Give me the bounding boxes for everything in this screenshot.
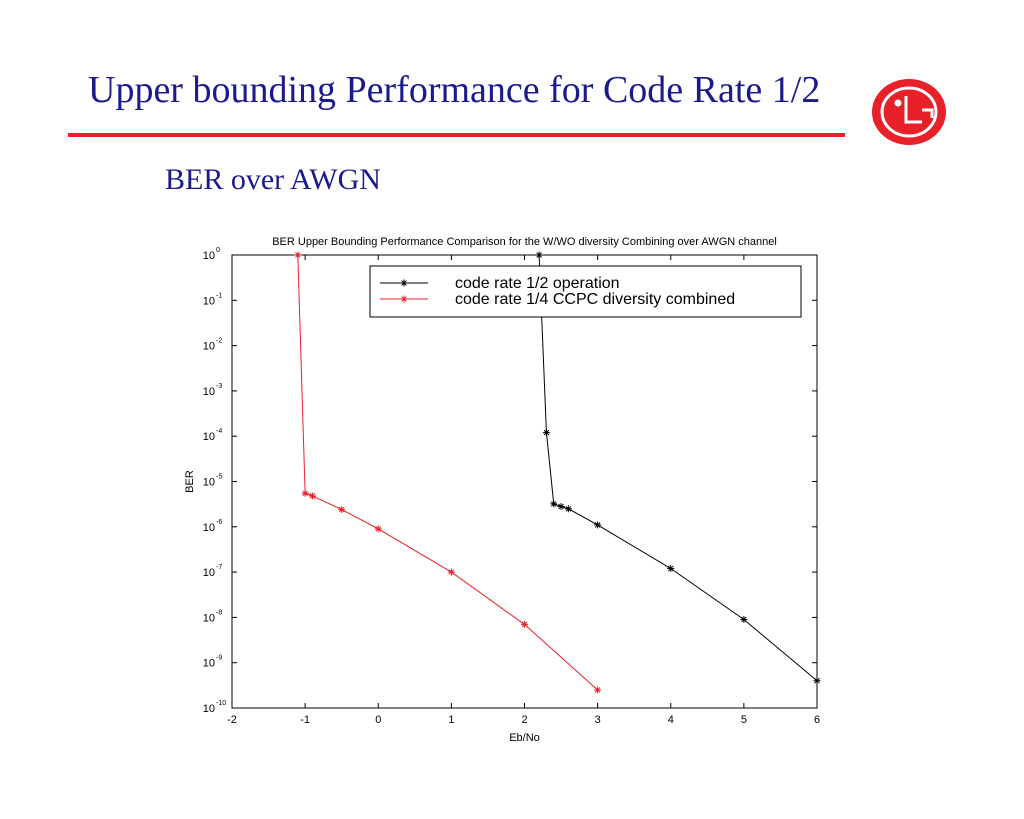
x-axis-label: Eb/No	[509, 732, 540, 744]
slide-title: Upper bounding Performance for Code Rate…	[88, 69, 821, 111]
x-tick-label: -2	[227, 714, 237, 726]
y-tick-label: 10 -8	[203, 609, 223, 624]
y-tick-base: 10	[203, 431, 215, 443]
y-tick-base: 10	[203, 341, 215, 353]
y-tick-label: 10 -3	[203, 383, 223, 398]
x-tick-label: 5	[741, 714, 747, 726]
data-point	[338, 506, 346, 514]
y-tick-exponent: -6	[216, 519, 222, 526]
y-tick-label: 10 -5	[203, 474, 223, 489]
legend-marker	[400, 295, 408, 303]
data-point	[308, 492, 316, 500]
data-point	[301, 489, 309, 497]
y-tick-label: 10 0	[203, 247, 220, 262]
x-tick-label: -1	[300, 714, 310, 726]
data-point	[542, 429, 550, 437]
legend-label: code rate 1/4 CCPC diversity combined	[455, 291, 735, 308]
y-tick-exponent: -7	[216, 564, 222, 571]
y-tick-label: 10 -2	[203, 338, 223, 353]
y-tick-exponent: -8	[216, 609, 222, 616]
y-tick-label: 10 -10	[203, 700, 226, 715]
data-point	[447, 568, 455, 576]
data-point	[557, 503, 565, 511]
data-point	[294, 251, 302, 259]
y-tick-label: 10 -7	[203, 564, 223, 579]
plot-frame	[231, 254, 818, 709]
y-axis-label: BER	[184, 470, 196, 493]
y-tick-label: 10 -1	[203, 292, 223, 307]
y-tick-base: 10	[203, 567, 215, 579]
data-point	[521, 620, 528, 628]
y-tick-base: 10	[203, 477, 215, 489]
data-point	[594, 686, 602, 694]
series-line	[297, 254, 598, 691]
legend-label: code rate 1/2 operation	[455, 275, 620, 292]
y-tick-label: 10 -6	[203, 519, 223, 534]
data-point	[374, 525, 382, 533]
x-tick-label: 3	[595, 714, 601, 726]
y-tick-exponent: -2	[216, 338, 222, 345]
y-tick-exponent: -3	[216, 383, 222, 390]
x-tick-label: 4	[668, 714, 674, 726]
x-tick-label: 6	[814, 714, 820, 726]
y-tick-label: 10 -9	[203, 655, 223, 670]
y-tick-base: 10	[203, 386, 215, 398]
y-tick-exponent: -4	[216, 428, 222, 435]
y-tick-exponent: -10	[216, 700, 226, 707]
y-tick-label: 10 -4	[203, 428, 223, 443]
chart-title: BER Upper Bounding Performance Compariso…	[272, 236, 777, 248]
series-1	[294, 251, 602, 694]
y-tick-exponent: 0	[216, 247, 220, 254]
legend-marker	[400, 279, 408, 287]
y-tick-base: 10	[203, 612, 215, 624]
lg-logo-icon	[872, 79, 946, 145]
y-tick-exponent: -5	[216, 474, 222, 481]
x-tick-label: 1	[448, 714, 454, 726]
data-point	[740, 615, 748, 623]
data-point	[564, 505, 572, 513]
slide-subtitle: BER over AWGN	[165, 163, 381, 196]
data-point	[813, 677, 821, 685]
y-tick-exponent: -9	[216, 655, 222, 662]
data-point	[535, 251, 543, 259]
data-point	[594, 521, 602, 529]
y-tick-base: 10	[203, 295, 215, 307]
y-tick-base: 10	[203, 703, 215, 715]
legend-box	[369, 265, 802, 318]
title-divider	[68, 133, 845, 137]
series-0	[535, 251, 821, 685]
y-tick-exponent: -1	[216, 292, 222, 299]
data-point	[550, 500, 558, 508]
data-point	[667, 565, 675, 573]
y-tick-base: 10	[203, 250, 215, 262]
series-line	[538, 254, 818, 682]
y-tick-base: 10	[203, 658, 215, 670]
y-tick-base: 10	[203, 522, 215, 534]
x-tick-label: 2	[521, 714, 527, 726]
x-tick-label: 0	[375, 714, 381, 726]
